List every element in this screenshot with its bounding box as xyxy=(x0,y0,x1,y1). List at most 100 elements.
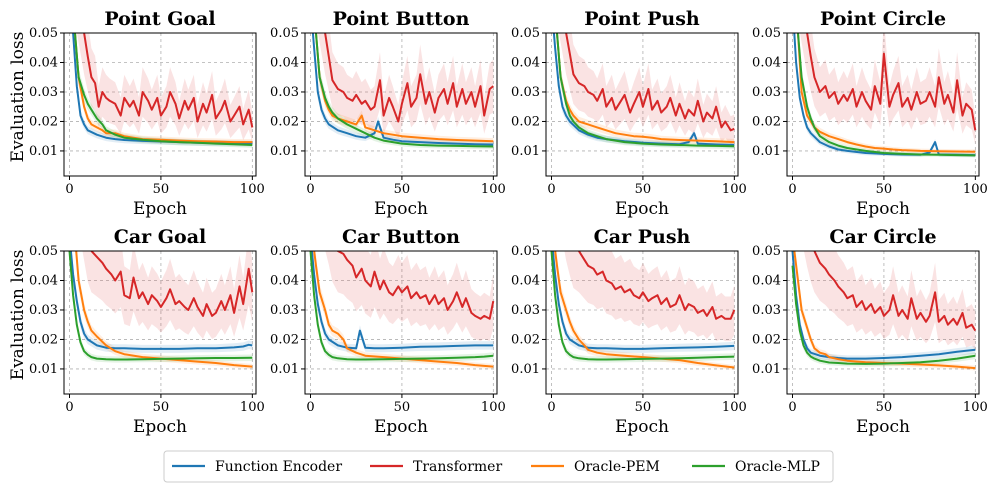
band-function-encoder xyxy=(551,251,735,353)
plot-area xyxy=(72,33,254,148)
axes-frame xyxy=(304,250,498,395)
legend-label: Oracle-MLP xyxy=(735,459,820,475)
ytick-label: 0.01 xyxy=(511,144,540,159)
series-line-oracle-mlp xyxy=(314,33,494,148)
band-transformer xyxy=(317,33,494,138)
subplot-title: Car Goal xyxy=(114,226,207,248)
series-line-oracle-mlp xyxy=(796,33,976,157)
series-line-function-encoder xyxy=(791,251,976,360)
series-line-transformer xyxy=(90,251,254,317)
ytick-label: 0.05 xyxy=(752,244,781,259)
axes-frame xyxy=(786,250,980,395)
ytick-label: 0.04 xyxy=(752,55,781,70)
axes-frame xyxy=(63,250,257,395)
series-line-oracle-mlp xyxy=(550,251,735,361)
ytick-label: 0.04 xyxy=(270,55,299,70)
ytick-label: 0.03 xyxy=(752,303,781,318)
band-oracle-mlp xyxy=(551,251,735,363)
plot-area xyxy=(793,33,977,158)
xtick-label: 50 xyxy=(153,182,170,197)
series-line-oracle-mlp xyxy=(73,33,253,146)
legend: Function Encoder Transformer Oracle-PEM … xyxy=(163,450,834,483)
series-line-function-encoder xyxy=(310,251,494,350)
subplot-title: Point Circle xyxy=(820,8,946,30)
xtick-label: 0 xyxy=(65,182,73,197)
subplot-car-circle: 0 50 100 0.01 0.02 0.03 0.04 0.05 Car Circle Epoc… xyxy=(752,226,988,437)
xtick-label: 50 xyxy=(876,400,893,415)
ytick-label: 0.01 xyxy=(511,362,540,377)
legend-entry-oracle-pem: Oracle-PEM xyxy=(531,459,660,475)
band-transformer xyxy=(803,251,976,350)
series-line-transformer xyxy=(806,33,977,131)
subplot-point-goal: 0 50 100 0.01 0.02 0.03 0.04 0.05 Point Goal Epoc… xyxy=(29,8,265,219)
band-oracle-mlp xyxy=(310,251,494,363)
ytick-label: 0.03 xyxy=(29,303,58,318)
xtick-label: 0 xyxy=(65,400,73,415)
xaxis-label: Epoch xyxy=(856,417,910,437)
series-line-oracle-pem xyxy=(793,251,976,370)
xtick-label: 50 xyxy=(876,182,893,197)
subplot-car-button: 0 50 100 0.01 0.02 0.03 0.04 0.05 Car Button Epoc… xyxy=(270,226,506,437)
subplot-title: Car Button xyxy=(342,226,460,248)
legend-entry-oracle-mlp: Oracle-MLP xyxy=(692,459,820,475)
series-line-transformer xyxy=(336,251,495,320)
xtick-label: 100 xyxy=(481,400,506,415)
xtick-label: 0 xyxy=(306,182,314,197)
series-line-oracle-mlp xyxy=(309,251,494,361)
ytick-label: 0.02 xyxy=(511,332,540,347)
ytick-label: 0.03 xyxy=(270,85,299,100)
band-oracle-pem xyxy=(314,33,494,145)
legend-frame xyxy=(163,450,834,483)
xtick-label: 50 xyxy=(394,400,411,415)
ytick-label: 0.02 xyxy=(29,332,58,347)
xaxis-label: Epoch xyxy=(133,417,187,437)
xtick-label: 100 xyxy=(722,182,747,197)
ytick-label: 0.03 xyxy=(752,85,781,100)
ytick-label: 0.04 xyxy=(29,55,58,70)
series-line-oracle-pem xyxy=(313,251,494,368)
xtick-label: 100 xyxy=(240,182,265,197)
ytick-label: 0.04 xyxy=(29,273,58,288)
ytick-label: 0.01 xyxy=(752,144,781,159)
subplot-point-button: 0 50 100 0.01 0.02 0.03 0.04 0.05 Point Button Ep… xyxy=(270,8,506,219)
ytick-label: 0.05 xyxy=(29,244,58,259)
legend-entry-function-encoder: Function Encoder xyxy=(172,459,342,475)
band-function-encoder xyxy=(72,33,253,147)
ytick-label: 0.01 xyxy=(752,362,781,377)
ytick-label: 0.03 xyxy=(29,85,58,100)
series-line-function-encoder xyxy=(69,251,253,350)
series-line-transformer xyxy=(813,251,977,332)
subplot-car-goal: 0 50 100 0.01 0.02 0.03 0.04 0.05 Car Goal Epoch xyxy=(29,226,265,437)
series-line-transformer xyxy=(565,33,735,132)
axes-frame xyxy=(63,32,257,177)
band-transformer xyxy=(325,251,494,342)
xaxis-label: Epoch xyxy=(615,199,669,219)
xtick-label: 0 xyxy=(547,182,555,197)
series-line-oracle-pem xyxy=(314,33,494,143)
xaxis-label: Epoch xyxy=(133,199,187,219)
ytick-label: 0.05 xyxy=(511,26,540,41)
series-line-oracle-pem xyxy=(554,251,735,369)
axes-frame xyxy=(304,32,498,177)
xtick-label: 50 xyxy=(635,400,652,415)
series-line-oracle-mlp xyxy=(68,251,253,361)
xtick-label: 0 xyxy=(306,400,314,415)
subplot-point-push: 0 50 100 0.01 0.02 0.03 0.04 0.05 Point Push Epoc… xyxy=(511,8,747,219)
ytick-label: 0.04 xyxy=(511,55,540,70)
ytick-label: 0.02 xyxy=(29,114,58,129)
subplot-title: Point Goal xyxy=(104,8,215,30)
plot-area xyxy=(309,251,495,370)
xtick-label: 100 xyxy=(963,182,988,197)
ytick-label: 0.04 xyxy=(752,273,781,288)
ytick-label: 0.02 xyxy=(511,114,540,129)
ytick-label: 0.05 xyxy=(270,244,299,259)
ytick-label: 0.05 xyxy=(270,26,299,41)
xaxis-label: Epoch xyxy=(615,417,669,437)
ytick-label: 0.01 xyxy=(270,144,299,159)
ytick-label: 0.05 xyxy=(29,26,58,41)
band-transformer xyxy=(564,251,735,342)
subplot-title: Point Button xyxy=(333,8,470,30)
legend-label: Transformer xyxy=(413,459,502,475)
ytick-label: 0.03 xyxy=(511,85,540,100)
